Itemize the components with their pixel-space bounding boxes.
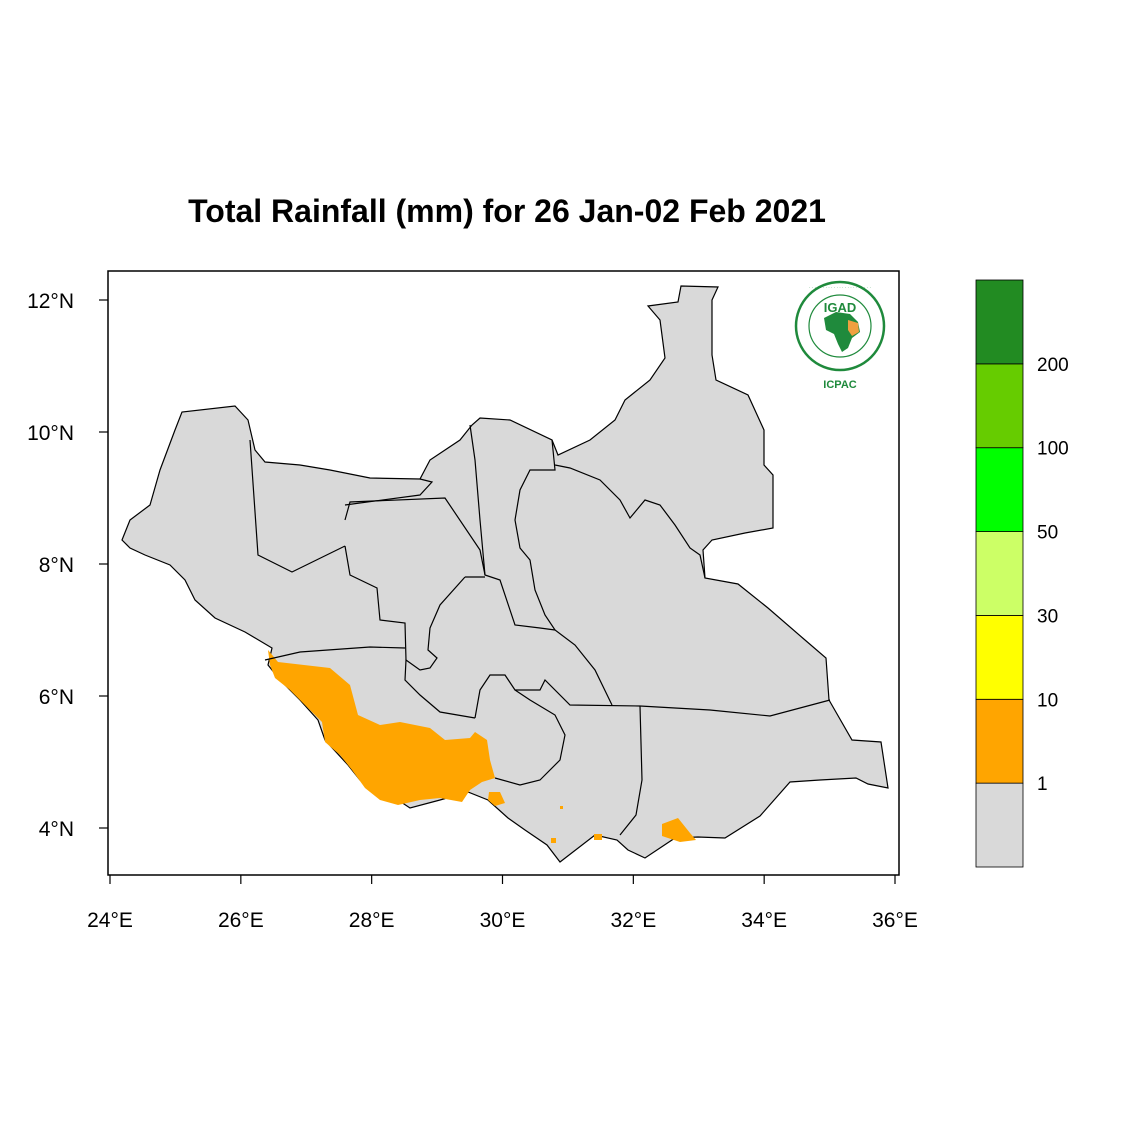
rainfall-1-10mm-areas: [268, 650, 696, 843]
y-tick-label: 6°N: [39, 686, 74, 709]
colorbar-label: 100: [1037, 439, 1069, 460]
colorbar-swatch: [975, 615, 1024, 700]
logo-centre-text: ICPAC: [823, 379, 856, 391]
rain-area-torit-east: [662, 818, 696, 842]
igad-icpac-logo: · · · · · · · · · · · · · · · · · · · · …: [794, 280, 886, 391]
border-10: [474, 674, 831, 719]
border-9: [264, 646, 406, 661]
y-tick-label: 4°N: [39, 818, 74, 841]
rain-area-yei: [488, 792, 505, 806]
border-3: [344, 497, 486, 576]
border-7: [554, 464, 706, 579]
rain-area-small-3: [560, 806, 563, 809]
x-tick-label: 30°E: [480, 909, 526, 932]
logo-ring-text: · · · · · · · · · · · · · · · · · · · · …: [809, 285, 871, 290]
igad-region-icon: [848, 320, 859, 336]
border-8: [404, 576, 476, 719]
x-tick-label: 24°E: [87, 909, 133, 932]
colorbar-swatch: [975, 363, 1024, 449]
border-11: [494, 689, 566, 786]
colorbar-label: 30: [1037, 606, 1058, 627]
border-4: [344, 478, 434, 506]
y-tick-label: 12°N: [27, 290, 74, 313]
x-tick-label: 36°E: [872, 909, 918, 932]
rain-area-western-equatoria: [268, 650, 495, 805]
x-tick-label: 28°E: [349, 909, 395, 932]
border-1: [249, 439, 346, 573]
colorbar-swatch: [975, 447, 1024, 532]
colorbar-label: 1: [1037, 774, 1048, 795]
border-2: [344, 545, 407, 661]
border-5: [469, 424, 556, 631]
colorbar-swatch: [975, 279, 1024, 365]
figure-title: Total Rainfall (mm) for 26 Jan-02 Feb 20…: [188, 193, 826, 229]
colorbar-label: 10: [1037, 690, 1058, 711]
x-tick-label: 32°E: [610, 909, 656, 932]
colorbar-label: 50: [1037, 523, 1058, 544]
x-tick-label: 34°E: [741, 909, 787, 932]
logo-org-text: IGAD: [824, 300, 857, 315]
colorbar: 1 10 30 50 100 200: [975, 279, 1069, 868]
colorbar-swatch: [975, 782, 1024, 868]
colorbar-swatch: [975, 698, 1024, 784]
x-axis: 24°E 26°E 28°E 30°E 32°E 34°E 36°E: [87, 875, 918, 932]
map-panel: [107, 270, 900, 876]
state-borders: [249, 424, 831, 836]
rain-area-small-1: [594, 834, 602, 840]
y-tick-label: 8°N: [39, 554, 74, 577]
border-12: [619, 705, 643, 836]
rain-area-small-2: [551, 838, 556, 843]
y-tick-label: 10°N: [27, 422, 74, 445]
y-axis: 12°N 10°N 8°N 6°N 4°N: [27, 290, 108, 841]
colorbar-label: 200: [1037, 355, 1069, 376]
x-tick-label: 26°E: [218, 909, 264, 932]
border-6: [514, 439, 613, 706]
colorbar-swatch: [975, 531, 1024, 616]
